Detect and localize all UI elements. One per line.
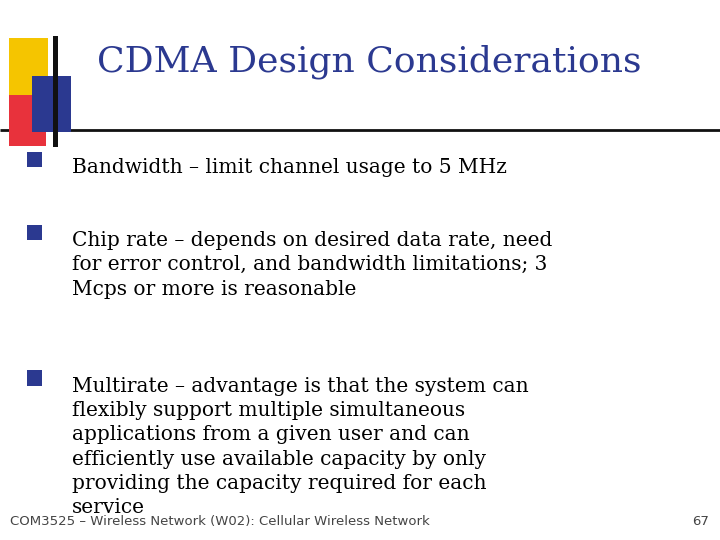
Text: CDMA Design Considerations: CDMA Design Considerations xyxy=(97,45,642,79)
Text: Bandwidth – limit channel usage to 5 MHz: Bandwidth – limit channel usage to 5 MHz xyxy=(72,158,507,177)
Bar xyxy=(9,38,48,100)
Text: COM3525 – Wireless Network (W02): Cellular Wireless Network: COM3525 – Wireless Network (W02): Cellul… xyxy=(10,515,430,528)
Bar xyxy=(9,94,46,146)
Text: Chip rate – depends on desired data rate, need
for error control, and bandwidth : Chip rate – depends on desired data rate… xyxy=(72,231,552,299)
Bar xyxy=(27,225,42,240)
Bar xyxy=(27,152,42,167)
Text: Multirate – advantage is that the system can
flexibly support multiple simultane: Multirate – advantage is that the system… xyxy=(72,377,528,517)
Bar xyxy=(27,370,42,386)
Bar xyxy=(32,76,71,132)
Bar xyxy=(53,36,58,147)
Text: 67: 67 xyxy=(693,515,709,528)
